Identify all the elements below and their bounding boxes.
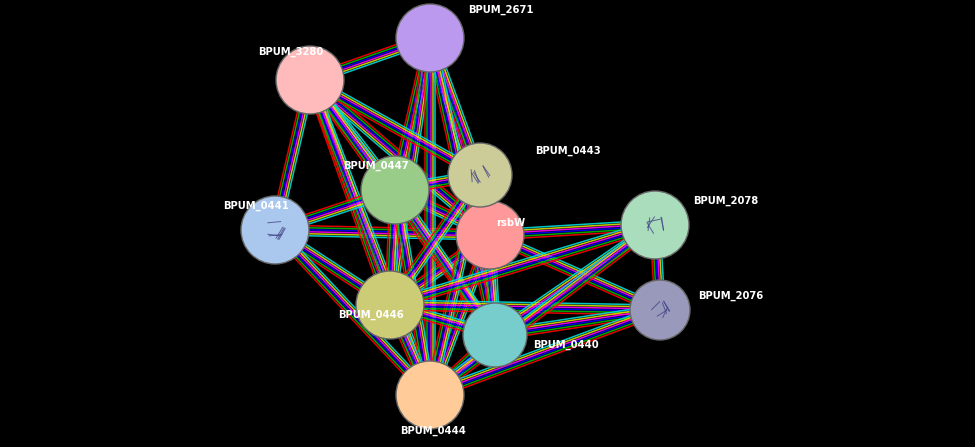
Text: BPUM_0441: BPUM_0441: [223, 201, 289, 211]
Text: BPUM_0446: BPUM_0446: [338, 310, 404, 320]
Text: BPUM_2076: BPUM_2076: [698, 291, 763, 301]
Ellipse shape: [630, 280, 690, 340]
Ellipse shape: [396, 361, 464, 429]
Text: BPUM_0440: BPUM_0440: [533, 340, 599, 350]
Text: BPUM_0444: BPUM_0444: [400, 426, 466, 436]
Text: rsbW: rsbW: [496, 218, 526, 228]
Text: BPUM_2078: BPUM_2078: [693, 196, 759, 206]
Ellipse shape: [624, 194, 686, 256]
Text: BPUM_0447: BPUM_0447: [343, 161, 409, 171]
Ellipse shape: [456, 201, 524, 269]
Ellipse shape: [463, 303, 527, 367]
Text: BPUM_0443: BPUM_0443: [535, 146, 601, 156]
Ellipse shape: [361, 156, 429, 224]
Ellipse shape: [633, 283, 687, 337]
Ellipse shape: [356, 271, 424, 339]
Ellipse shape: [621, 191, 689, 259]
Text: BPUM_3280: BPUM_3280: [258, 47, 324, 57]
Ellipse shape: [241, 196, 309, 264]
Text: BPUM_2671: BPUM_2671: [468, 5, 533, 15]
Ellipse shape: [451, 146, 509, 204]
Ellipse shape: [244, 199, 306, 261]
Ellipse shape: [276, 46, 344, 114]
Ellipse shape: [448, 143, 512, 207]
Ellipse shape: [396, 4, 464, 72]
